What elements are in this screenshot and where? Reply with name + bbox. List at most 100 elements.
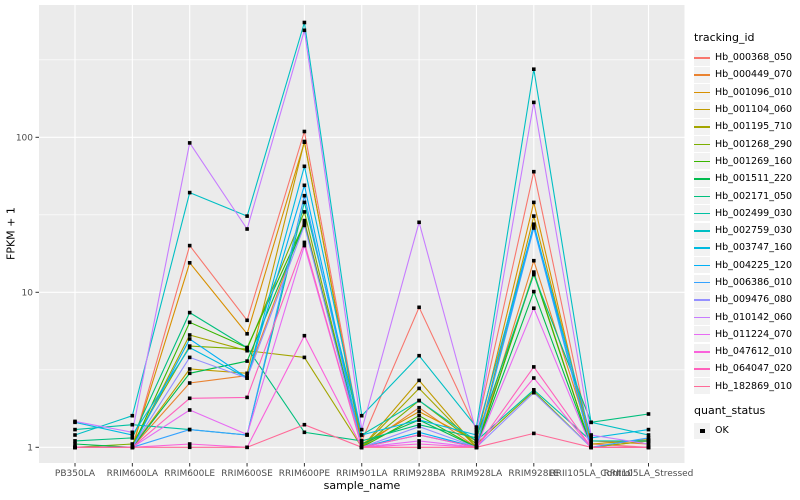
data-point bbox=[532, 388, 536, 392]
legend-key-line-icon bbox=[694, 316, 710, 318]
data-point bbox=[589, 433, 593, 437]
legend-entry: Hb_064047_020 bbox=[694, 360, 798, 377]
data-point bbox=[532, 169, 536, 174]
data-point bbox=[474, 427, 479, 432]
data-point bbox=[187, 408, 192, 412]
data-point bbox=[532, 289, 536, 294]
legend-title-tracking-id: tracking_id bbox=[694, 31, 755, 44]
legend-key-line-icon bbox=[694, 57, 710, 59]
data-point bbox=[474, 436, 479, 440]
legend-entry-label: OK bbox=[715, 425, 729, 437]
data-point bbox=[474, 445, 479, 450]
legend-entry-label: Hb_001511_220 bbox=[715, 173, 793, 185]
legend-key-line-icon bbox=[694, 74, 710, 76]
x-tick-label: RRIM600SE bbox=[221, 469, 273, 479]
data-point bbox=[187, 190, 192, 195]
data-point bbox=[302, 164, 307, 169]
data-point bbox=[73, 442, 77, 446]
data-point bbox=[73, 433, 77, 437]
data-point bbox=[302, 240, 307, 245]
legend-key-line-icon bbox=[694, 299, 710, 301]
data-point bbox=[359, 433, 364, 437]
legend-entry: Hb_047612_010 bbox=[694, 343, 798, 360]
legend-entry-label: Hb_001269_160 bbox=[715, 155, 793, 167]
legend-key-line-icon bbox=[694, 160, 710, 163]
data-point bbox=[187, 355, 192, 360]
data-point bbox=[589, 439, 593, 443]
data-point bbox=[417, 445, 421, 450]
legend-entries-tracking-id: Hb_000368_050 Hb_000449_070 Hb_001096_010 H… bbox=[694, 49, 798, 395]
x-tick-label: RRIM928LA bbox=[451, 469, 503, 479]
legend-key bbox=[694, 222, 710, 239]
legend-key-line-icon bbox=[694, 385, 710, 388]
legend-entry-label: Hb_011224_070 bbox=[715, 328, 793, 340]
data-point bbox=[187, 396, 192, 401]
x-tick-label: RRIM600LE bbox=[164, 469, 215, 479]
x-tick-label: RRIM600PE bbox=[279, 469, 331, 479]
legend-key bbox=[694, 153, 710, 170]
data-point bbox=[130, 422, 135, 427]
y-axis-title: FPKM + 1 bbox=[4, 207, 18, 261]
data-point bbox=[646, 412, 651, 416]
data-point bbox=[302, 183, 307, 188]
x-tick-label: RRIM928LE bbox=[508, 469, 559, 479]
legend-key bbox=[694, 118, 710, 135]
data-point bbox=[302, 210, 307, 214]
data-point bbox=[245, 318, 249, 323]
data-point bbox=[417, 305, 421, 310]
legend-entry: Hb_000449_070 bbox=[694, 66, 798, 83]
legend-entry-label: Hb_006386_010 bbox=[715, 277, 793, 288]
data-point bbox=[417, 409, 421, 414]
data-point bbox=[302, 430, 307, 435]
data-point bbox=[302, 193, 307, 198]
data-point bbox=[589, 420, 593, 425]
data-point bbox=[532, 200, 536, 205]
legend-entries-quant-status: OK bbox=[694, 422, 798, 439]
legend-entry: Hb_003747_160 bbox=[694, 239, 798, 256]
data-point bbox=[532, 222, 536, 226]
legend-entry: Hb_002171_050 bbox=[694, 187, 798, 205]
x-tick-label: PB350LA bbox=[55, 469, 96, 479]
y-tick-label: 10 bbox=[22, 288, 34, 298]
data-point bbox=[187, 337, 192, 341]
data-point bbox=[417, 418, 421, 422]
legend-key-line-icon bbox=[694, 143, 710, 146]
legend-key bbox=[694, 188, 710, 205]
legend-key bbox=[694, 170, 710, 187]
legend: tracking_id Hb_000368_050 Hb_000449_070 Hb… bbox=[694, 31, 798, 439]
data-point bbox=[417, 405, 421, 410]
legend-entry-label: Hb_001195_710 bbox=[715, 121, 793, 133]
y-tick-label: 1 bbox=[27, 443, 33, 453]
data-point bbox=[130, 445, 135, 450]
data-point bbox=[130, 433, 135, 437]
data-point bbox=[646, 439, 651, 443]
data-point bbox=[646, 442, 651, 446]
legend-entry-label: Hb_001268_290 bbox=[715, 138, 793, 150]
data-point bbox=[302, 20, 307, 25]
legend-entry-label: Hb_047612_010 bbox=[715, 346, 793, 358]
data-point bbox=[302, 333, 307, 338]
data-point bbox=[245, 332, 249, 336]
data-point bbox=[474, 439, 479, 443]
legend-entry: Hb_010142_060 bbox=[694, 308, 798, 326]
data-point bbox=[474, 433, 479, 437]
data-point bbox=[302, 129, 307, 134]
data-point bbox=[187, 445, 192, 450]
data-point bbox=[417, 386, 421, 391]
legend-key-line-icon bbox=[694, 230, 710, 232]
data-point bbox=[417, 439, 421, 443]
legend-key-line-icon bbox=[694, 333, 710, 336]
data-point bbox=[589, 445, 593, 450]
legend-key bbox=[694, 309, 710, 326]
x-tick-label: RRII105LA_Control bbox=[549, 469, 632, 479]
data-point bbox=[359, 413, 364, 418]
data-point bbox=[73, 445, 77, 450]
legend-entry-label: Hb_002499_030 bbox=[715, 207, 793, 219]
data-point bbox=[245, 373, 249, 378]
data-point bbox=[417, 422, 421, 427]
x-tick-label: RRII105LA_Stressed bbox=[604, 469, 694, 479]
legend-entry: Hb_182869_010 bbox=[694, 378, 798, 395]
data-point bbox=[532, 431, 536, 436]
legend-entry-label: Hb_001104_060 bbox=[715, 104, 793, 116]
